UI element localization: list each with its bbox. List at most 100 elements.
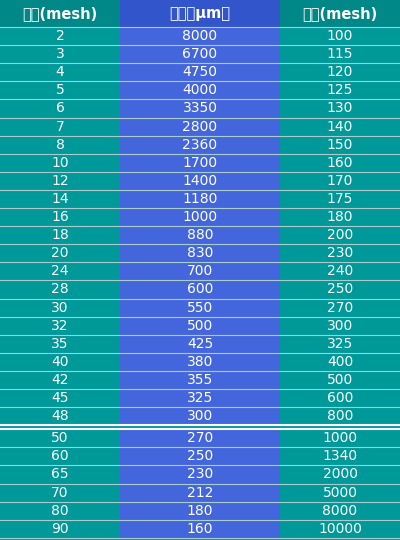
Bar [120, 63, 280, 82]
Bar [120, 447, 280, 465]
Text: 12: 12 [51, 174, 69, 188]
Text: 200: 200 [327, 228, 353, 242]
Bar [120, 335, 280, 353]
Bar [120, 82, 280, 99]
Text: 8000: 8000 [322, 504, 358, 518]
Text: 500: 500 [327, 373, 353, 387]
Text: 1000: 1000 [322, 431, 358, 446]
Text: 230: 230 [187, 468, 213, 482]
Bar [280, 244, 400, 262]
Text: 160: 160 [187, 522, 213, 536]
Text: 600: 600 [327, 391, 353, 405]
Bar [0, 502, 120, 519]
Text: 3: 3 [56, 47, 64, 61]
Bar [280, 389, 400, 407]
Text: 800: 800 [327, 409, 353, 423]
Bar [0, 172, 120, 190]
Text: 2: 2 [56, 29, 64, 43]
Text: 150: 150 [327, 138, 353, 152]
Bar [280, 353, 400, 371]
Bar [120, 262, 280, 280]
Bar [0, 118, 120, 136]
Text: 270: 270 [327, 301, 353, 314]
Text: 14: 14 [51, 192, 69, 206]
Text: 50: 50 [51, 431, 69, 446]
Bar [0, 63, 120, 82]
Text: 300: 300 [327, 319, 353, 333]
Bar [0, 483, 120, 502]
Text: 35: 35 [51, 337, 69, 351]
Bar [0, 465, 120, 483]
Bar [120, 519, 280, 538]
Text: 1180: 1180 [182, 192, 218, 206]
Text: 325: 325 [187, 391, 213, 405]
Text: 400: 400 [327, 355, 353, 369]
Text: 20: 20 [51, 246, 69, 260]
Text: 40: 40 [51, 355, 69, 369]
Bar [120, 502, 280, 519]
Bar [280, 136, 400, 154]
Bar [0, 136, 120, 154]
Bar [120, 0, 280, 27]
Text: 250: 250 [187, 449, 213, 463]
Text: 80: 80 [51, 504, 69, 518]
Bar [280, 407, 400, 425]
Text: 42: 42 [51, 373, 69, 387]
Bar [280, 99, 400, 118]
Bar [280, 447, 400, 465]
Text: 100: 100 [327, 29, 353, 43]
Text: 2000: 2000 [322, 468, 358, 482]
Text: 140: 140 [327, 119, 353, 133]
Bar [120, 316, 280, 335]
Text: 270: 270 [187, 431, 213, 446]
Text: 48: 48 [51, 409, 69, 423]
Bar [120, 226, 280, 244]
Bar [280, 190, 400, 208]
Text: 230: 230 [327, 246, 353, 260]
Bar [120, 45, 280, 63]
Bar [0, 190, 120, 208]
Bar [280, 226, 400, 244]
Text: 240: 240 [327, 265, 353, 278]
Text: 380: 380 [187, 355, 213, 369]
Text: 45: 45 [51, 391, 69, 405]
Text: 550: 550 [187, 301, 213, 314]
Bar [120, 353, 280, 371]
Text: 115: 115 [327, 47, 353, 61]
Bar [280, 335, 400, 353]
Bar [0, 27, 120, 45]
Text: 5000: 5000 [322, 485, 358, 500]
Text: 2800: 2800 [182, 119, 218, 133]
Text: 30: 30 [51, 301, 69, 314]
Bar [280, 0, 400, 27]
Text: 180: 180 [187, 504, 213, 518]
Text: 130: 130 [327, 102, 353, 116]
Bar [0, 45, 120, 63]
Text: 300: 300 [187, 409, 213, 423]
Bar [120, 299, 280, 316]
Text: 6700: 6700 [182, 47, 218, 61]
Text: 1340: 1340 [322, 449, 358, 463]
Text: 10: 10 [51, 156, 69, 170]
Bar [280, 371, 400, 389]
Text: 500: 500 [187, 319, 213, 333]
Text: 微米（μm）: 微米（μm） [170, 6, 230, 21]
Text: 1400: 1400 [182, 174, 218, 188]
Text: 880: 880 [187, 228, 213, 242]
Text: 250: 250 [327, 282, 353, 296]
Bar [0, 262, 120, 280]
Text: 212: 212 [187, 485, 213, 500]
Bar [120, 280, 280, 299]
Bar [280, 280, 400, 299]
Text: 125: 125 [327, 83, 353, 97]
Bar [0, 335, 120, 353]
Bar [280, 154, 400, 172]
Bar [120, 154, 280, 172]
Bar [280, 208, 400, 226]
Bar [0, 0, 120, 27]
Bar [280, 172, 400, 190]
Text: 18: 18 [51, 228, 69, 242]
Bar [0, 429, 120, 447]
Bar [120, 465, 280, 483]
Text: 7: 7 [56, 119, 64, 133]
